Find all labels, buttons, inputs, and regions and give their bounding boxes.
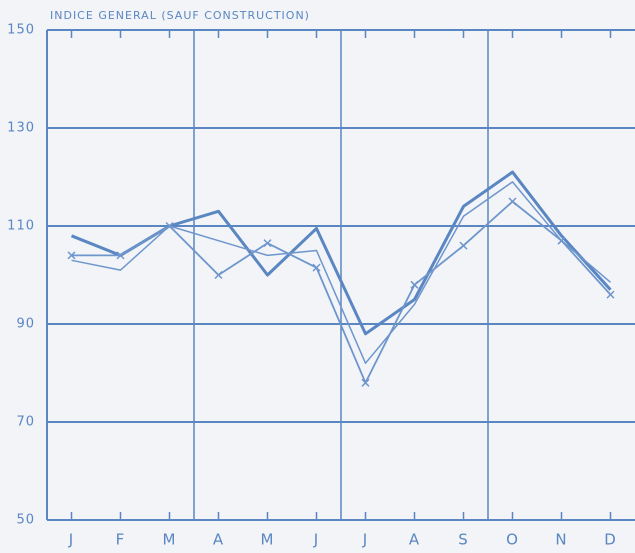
cross-marker <box>459 241 468 250</box>
x-tick-label: F <box>116 531 126 549</box>
chart-title: INDICE GENERAL (SAUF CONSTRUCTION) <box>50 9 310 22</box>
cross-marker <box>67 251 76 260</box>
x-tick-label: A <box>213 531 224 549</box>
y-tick-label: 130 <box>7 121 35 136</box>
y-tick-label: 90 <box>16 317 35 332</box>
x-tick-label: A <box>409 531 420 549</box>
cross-marker <box>214 270 223 280</box>
y-tick-label: 110 <box>7 219 35 234</box>
x-tick-label: J <box>313 531 319 549</box>
x-tick-label: M <box>261 531 275 549</box>
cross-marker <box>557 236 566 245</box>
cross-marker <box>312 263 321 272</box>
x-tick-label: O <box>506 531 519 549</box>
series-line <box>71 200 612 384</box>
cross-marker <box>263 239 272 248</box>
y-tick-label: 150 <box>7 23 35 38</box>
cross-marker <box>606 290 615 299</box>
y-tick-label: 70 <box>16 415 35 430</box>
x-tick-label: D <box>604 531 617 549</box>
x-tick-label: N <box>555 531 567 549</box>
cross-marker <box>361 378 370 387</box>
y-tick-label: 50 <box>16 513 35 528</box>
x-tick-label: J <box>68 531 74 549</box>
cross-marker <box>508 197 517 206</box>
cross-marker <box>116 251 125 260</box>
x-tick-label: M <box>163 531 177 549</box>
x-tick-label: S <box>458 531 469 549</box>
series-line <box>71 181 611 364</box>
x-tick-label: J <box>362 531 368 549</box>
cross-marker <box>165 221 174 231</box>
cross-marker <box>410 280 419 289</box>
